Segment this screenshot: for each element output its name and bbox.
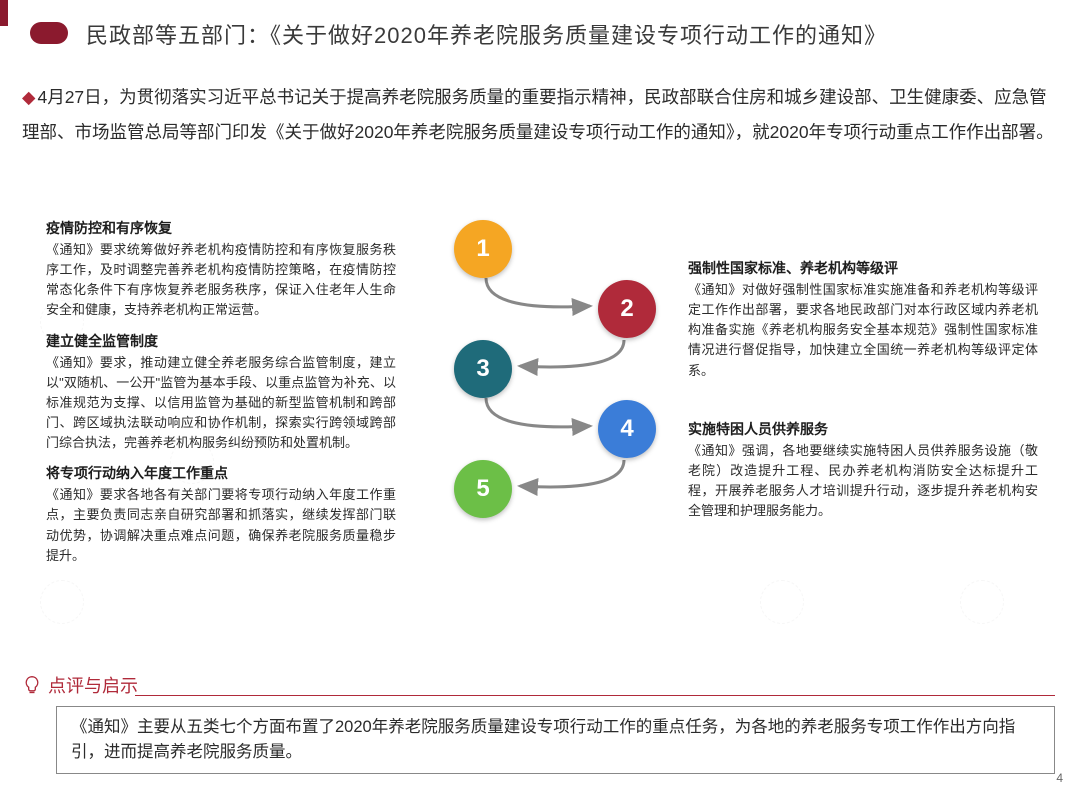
insight-title: 点评与启示 [48,672,138,698]
diagram-node: 2 [598,280,656,338]
content-block: 强制性国家标准、养老机构等级评 《通知》对做好强制性国家标准实施准备和养老机构等… [688,258,1038,381]
insight-body: 《通知》主要从五类七个方面布置了2020年养老院服务质量建设专项行动工作的重点任… [56,706,1055,774]
watermark-dot [760,580,804,624]
page-number: 4 [1056,771,1063,785]
flow-diagram: 1 2 3 4 5 [410,220,680,530]
insight-header: 点评与启示 [22,672,138,698]
lightbulb-icon [22,675,42,695]
block-body: 《通知》强调，各地要继续实施特困人员供养服务设施（敬老院）改造提升工程、民办养老… [688,441,1038,522]
diagram-arrows [410,220,680,530]
block-title: 实施特困人员供养服务 [688,419,1038,439]
block-body: 《通知》对做好强制性国家标准实施准备和养老机构等级评定工作作出部署，要求各地民政… [688,280,1038,381]
block-body: 《通知》要求各地各有关部门要将专项行动纳入年度工作重点，主要负责同志亲自研究部署… [46,485,396,566]
left-column: 疫情防控和有序恢复 《通知》要求统筹做好养老机构疫情防控和有序恢复服务秩序工作，… [46,218,396,576]
accent-bar [0,0,8,26]
title-bullet [30,22,68,44]
block-title: 疫情防控和有序恢复 [46,218,396,238]
block-title: 强制性国家标准、养老机构等级评 [688,258,1038,278]
block-body: 《通知》要求，推动建立健全养老服务综合监管制度，建立以"双随机、一公开"监管为基… [46,353,396,454]
content-block: 疫情防控和有序恢复 《通知》要求统筹做好养老机构疫情防控和有序恢复服务秩序工作，… [46,218,396,321]
content-block: 建立健全监管制度 《通知》要求，推动建立健全养老服务综合监管制度，建立以"双随机… [46,331,396,454]
block-body: 《通知》要求统筹做好养老机构疫情防控和有序恢复服务秩序工作，及时调整完善养老机构… [46,240,396,321]
content-block: 实施特困人员供养服务 《通知》强调，各地要继续实施特困人员供养服务设施（敬老院）… [688,419,1038,522]
content-block: 将专项行动纳入年度工作重点 《通知》要求各地各有关部门要将专项行动纳入年度工作重… [46,463,396,566]
insight-divider [135,695,1055,696]
watermark-dot [40,580,84,624]
watermark-dot [960,580,1004,624]
block-title: 将专项行动纳入年度工作重点 [46,463,396,483]
page-title: 民政部等五部门：《关于做好2020年养老院服务质量建设专项行动工作的通知》 [86,18,887,50]
block-title: 建立健全监管制度 [46,331,396,351]
right-column: 强制性国家标准、养老机构等级评 《通知》对做好强制性国家标准实施准备和养老机构等… [688,258,1038,531]
diagram-node: 5 [454,460,512,518]
diagram-node: 4 [598,400,656,458]
diagram-node: 3 [454,340,512,398]
intro-paragraph: 4月27日，为贯彻落实习近平总书记关于提高养老院服务质量的重要指示精神，民政部联… [22,80,1055,150]
diagram-node: 1 [454,220,512,278]
